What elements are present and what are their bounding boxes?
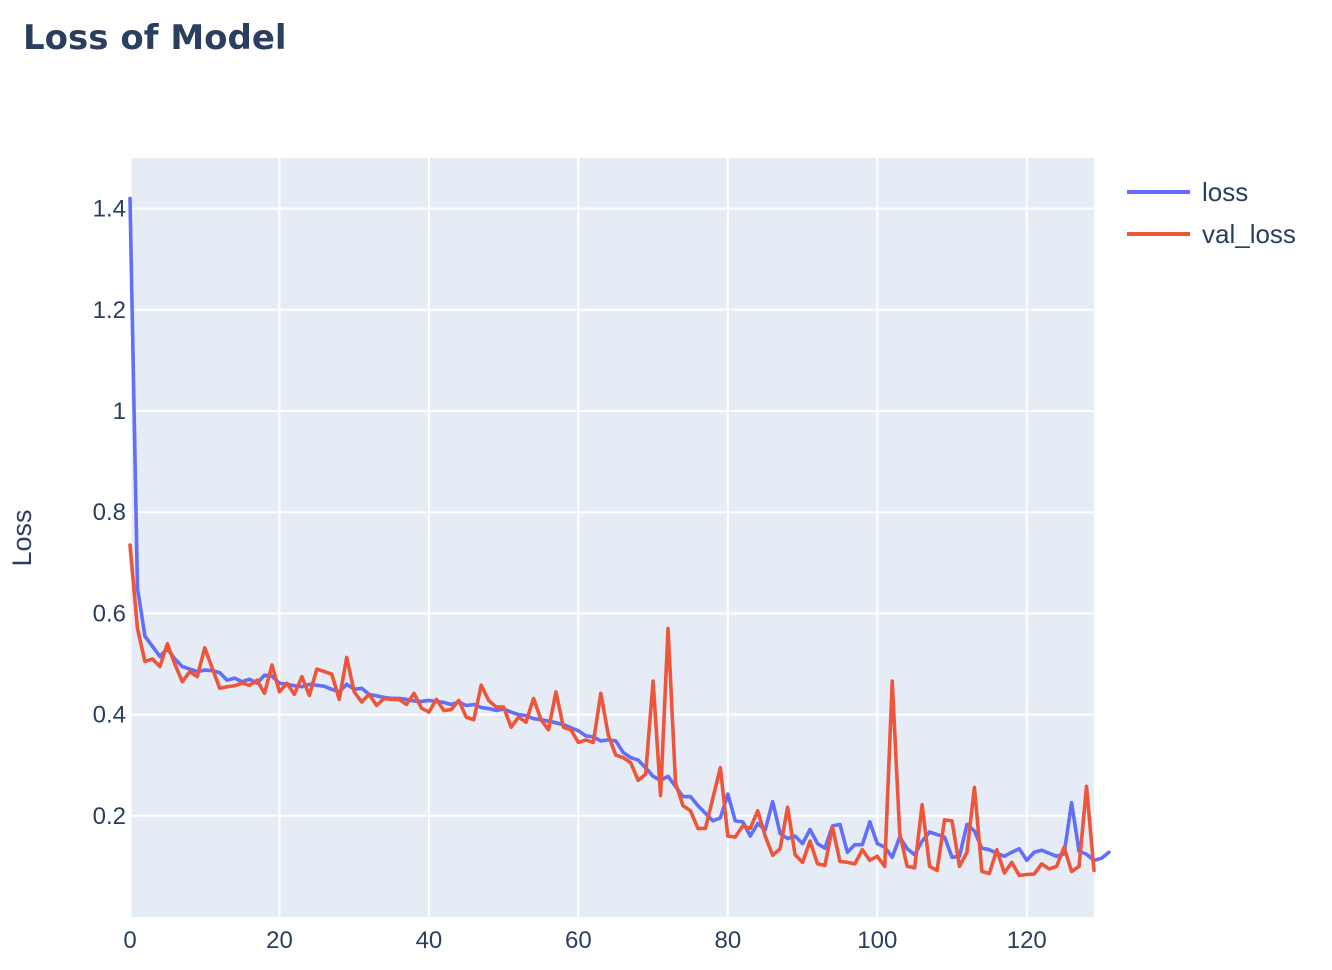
grid-lines (128, 158, 1094, 917)
series-line-loss (128, 196, 1111, 863)
legend-item-loss[interactable]: loss (1127, 177, 1248, 207)
x-tick-label: 40 (416, 927, 443, 954)
series-lines (128, 196, 1111, 878)
x-tick-label: 100 (857, 927, 897, 954)
legend-item-val-loss[interactable]: val_loss (1127, 219, 1296, 249)
legend-label: val_loss (1202, 219, 1296, 249)
x-tick-label: 120 (1007, 927, 1047, 954)
x-tick-label: 0 (123, 927, 136, 954)
y-tick-label: 1.2 (93, 297, 126, 324)
y-tick-label: 0.2 (93, 803, 126, 830)
x-tick-label: 20 (266, 927, 293, 954)
legend[interactable]: loss val_loss (1127, 177, 1296, 249)
chart-title: Loss of Model (23, 18, 287, 58)
plot-background (130, 158, 1094, 917)
tick-labels: 0 20 40 60 80 100 120 0.2 0.4 0.6 0.8 1 1.2 1.4 (93, 196, 1047, 954)
y-axis-title: Loss (7, 509, 37, 566)
y-tick-label: 1.4 (93, 196, 126, 223)
series-line-val-loss (128, 543, 1096, 878)
y-tick-label: 0.8 (93, 499, 126, 526)
y-tick-label: 0.4 (93, 702, 126, 729)
legend-label: loss (1202, 177, 1248, 207)
y-tick-label: 1 (113, 398, 126, 425)
x-tick-label: 80 (714, 927, 741, 954)
y-tick-label: 0.6 (93, 600, 126, 627)
x-tick-label: 60 (565, 927, 592, 954)
